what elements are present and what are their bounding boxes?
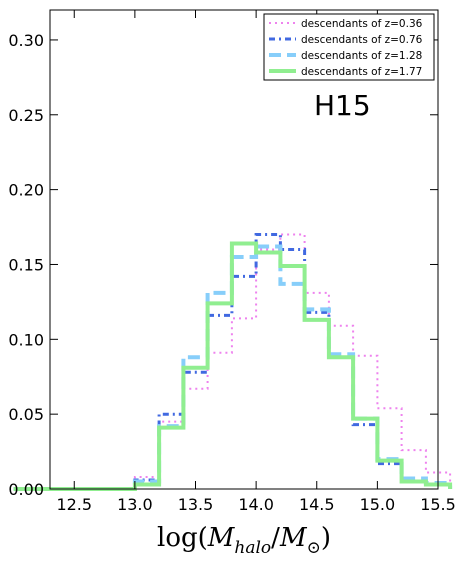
x-tick-label: 15.0: [360, 495, 396, 514]
x-label-sub1: halo: [234, 538, 271, 558]
legend-label-0: descendants of z=0.36: [301, 18, 423, 30]
y-tick-label: 0.20: [8, 181, 44, 200]
x-tick-label: 14.5: [299, 495, 335, 514]
series-lines: [13, 233, 453, 491]
legend-label-2: descendants of z=1.28: [301, 50, 422, 62]
legend-label-3: descendants of z=1.77: [301, 66, 422, 78]
x-label-m1: M: [207, 523, 236, 553]
x-label-post: ): [321, 523, 331, 553]
x-tick-label: 13.5: [178, 495, 214, 514]
y-tick-label: 0.25: [8, 106, 44, 125]
y-tick-label: 0.10: [8, 330, 44, 349]
legend-label-1: descendants of z=0.76: [301, 34, 423, 46]
x-label-pre: log(: [157, 523, 208, 553]
x-tick-label: 12.5: [56, 495, 92, 514]
y-tick-label: 0.15: [8, 255, 44, 274]
legend: descendants of z=0.36 descendants of z=0…: [263, 13, 435, 81]
x-label-sub2: ⊙: [307, 538, 321, 558]
x-label-m2: M: [279, 523, 308, 553]
y-tick-label: 0.05: [8, 405, 44, 424]
panel-annotation: H15: [314, 89, 371, 122]
plot-frame: [49, 9, 439, 490]
axis-ticks: 12.5 13.0 13.5 14.0 14.5 15.0 15.5 0.00 0.05 0.10…: [8, 10, 456, 514]
series-line-1: [13, 233, 452, 491]
x-tick-label: 13.0: [117, 495, 153, 514]
y-tick-label: 0.00: [8, 480, 44, 499]
x-tick-label: 14.0: [238, 495, 274, 514]
series-line-3: [13, 241, 453, 491]
x-tick-label: 15.5: [420, 495, 456, 514]
x-label-slash: /: [271, 523, 280, 553]
x-axis-label: log(Mhalo/M⊙): [157, 523, 331, 558]
y-tick-label: 0.30: [8, 31, 44, 50]
